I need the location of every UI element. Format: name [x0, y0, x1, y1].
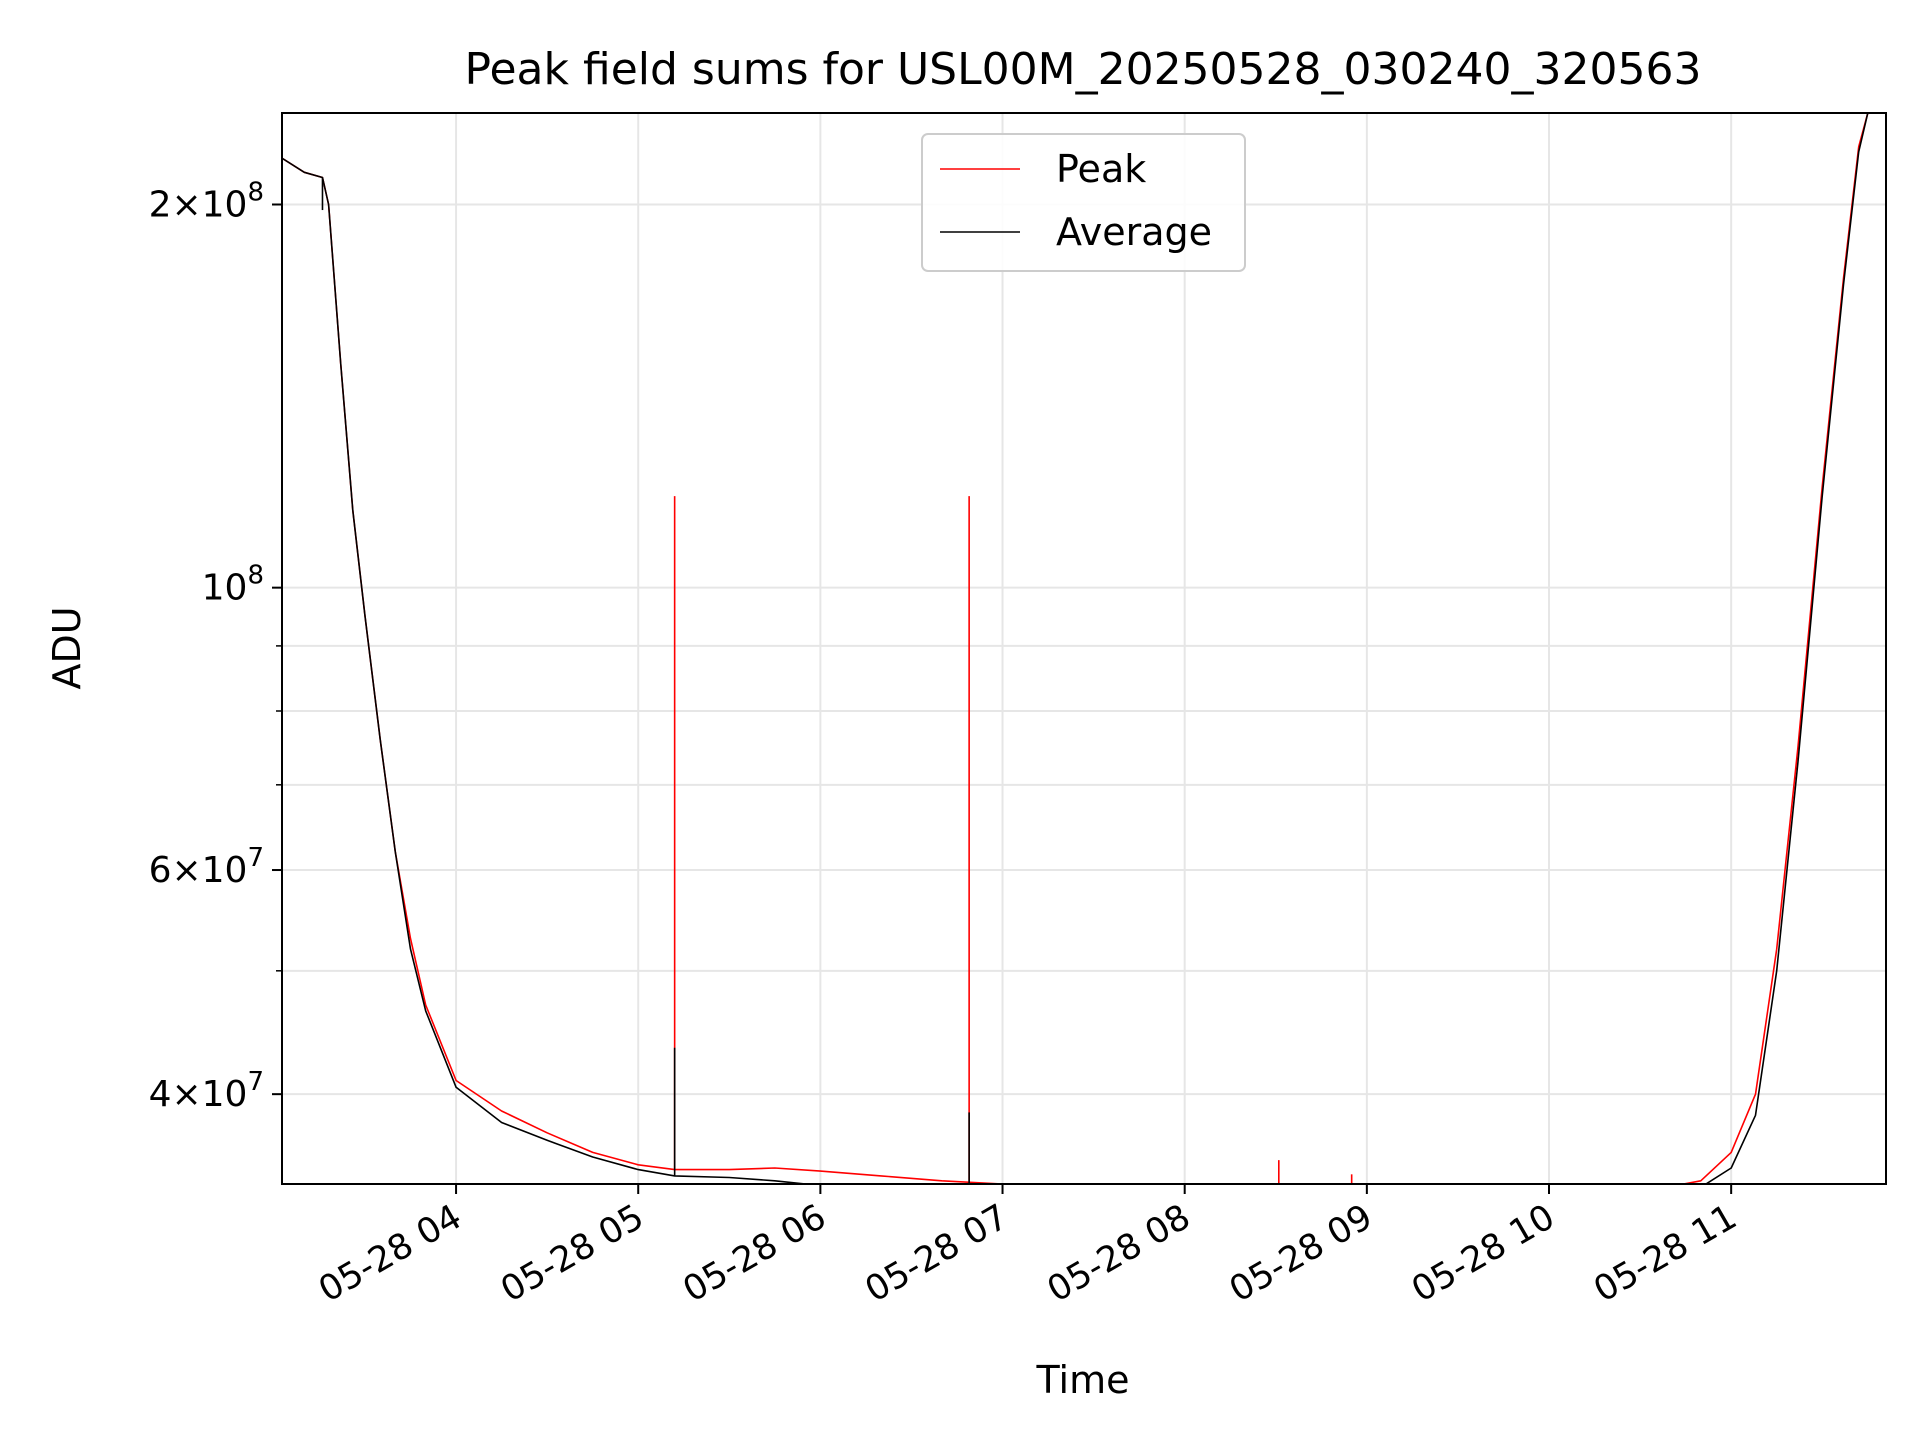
y-axis: 4×107 6×107 108 2×108: [149, 177, 282, 1115]
legend: Peak Average: [921, 133, 1246, 272]
grid: [282, 113, 1886, 1184]
plot-area: [282, 113, 1869, 1184]
y-tick-label: 108: [202, 561, 264, 609]
chart-title: Peak field sums for USL00M_20250528_0302…: [465, 44, 1702, 95]
y-tick-label: 6×107: [149, 843, 264, 891]
plot-frame: [281, 112, 1887, 1185]
legend-label-peak: Peak: [1056, 147, 1146, 191]
y-tick-label: 2×108: [149, 177, 264, 225]
x-axis-label: Time: [1036, 1358, 1130, 1402]
legend-label-average: Average: [1056, 210, 1212, 254]
y-axis-label: ADU: [45, 606, 89, 689]
y-tick-label: 4×107: [149, 1067, 264, 1115]
series-line-average: [282, 113, 1869, 1184]
